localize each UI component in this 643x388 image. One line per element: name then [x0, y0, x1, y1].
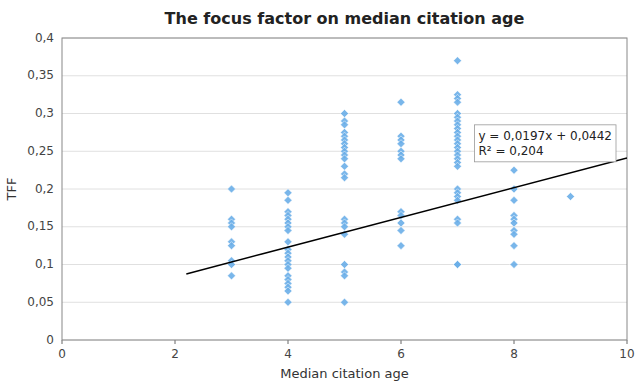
x-tick: [401, 340, 402, 344]
point: [510, 166, 518, 174]
x-tick: [514, 340, 515, 344]
point: [284, 189, 292, 197]
axes: 0 0,05 0,1 0,15 0,2 0,25 0,3 0,35 0,4 0 2 4 6 8 10: [27, 31, 634, 362]
x-tick: [288, 340, 289, 344]
point: [397, 98, 405, 106]
x-tick-label: 10: [619, 347, 634, 361]
point: [510, 242, 518, 250]
point: [341, 162, 349, 170]
point: [228, 272, 236, 280]
point: [454, 98, 462, 106]
annotation: y = 0,0197x + 0,0442R² = 0,204: [474, 125, 616, 162]
y-tick-label: 0,1: [35, 257, 54, 271]
annotation-box: [474, 125, 616, 162]
point: [341, 121, 349, 129]
y-tick-label: 0,15: [27, 219, 54, 233]
point: [284, 287, 292, 295]
point: [341, 272, 349, 280]
point: [341, 110, 349, 118]
y-tick-label: 0: [46, 333, 54, 347]
x-tick-label: 6: [397, 347, 405, 361]
y-tick-label: 0,25: [27, 144, 54, 158]
point: [510, 261, 518, 269]
chart: 0 0,05 0,1 0,15 0,2 0,25 0,3 0,35 0,4 0 2 4 6 8 10 y = …: [0, 0, 643, 388]
x-tick-label: 2: [171, 347, 179, 361]
point: [567, 193, 575, 201]
point: [454, 261, 462, 269]
point: [397, 140, 405, 148]
point: [284, 264, 292, 272]
y-tick-label: 0,4: [35, 31, 54, 45]
point: [397, 155, 405, 163]
point: [341, 261, 349, 269]
point: [510, 230, 518, 238]
point: [228, 223, 236, 231]
x-tick: [62, 340, 63, 344]
title: The focus factor on median citation age: [165, 9, 525, 28]
point: [341, 298, 349, 306]
x-tick-label: 0: [58, 347, 66, 361]
point: [510, 196, 518, 204]
point: [341, 223, 349, 231]
y-axis-label: TFF: [4, 178, 19, 202]
x-tick-label: 4: [284, 347, 292, 361]
y-tick-label: 0,3: [35, 106, 54, 120]
point: [454, 219, 462, 227]
point: [397, 227, 405, 235]
y-tick-label: 0,2: [35, 182, 54, 196]
y-tick-label: 0,05: [27, 295, 54, 309]
point: [284, 227, 292, 235]
point: [284, 238, 292, 246]
annotation-text: y = 0,0197x + 0,0442: [478, 129, 612, 143]
plot-frame: [62, 38, 627, 340]
background: [0, 0, 643, 388]
regression-line: [186, 158, 627, 274]
point: [284, 196, 292, 204]
annotation-text: R² = 0,204: [478, 144, 543, 158]
point: [228, 242, 236, 250]
point: [228, 185, 236, 193]
data: [186, 57, 627, 307]
x-tick: [175, 340, 176, 344]
grid: [62, 38, 627, 340]
grid-line: [62, 75, 627, 76]
point: [341, 155, 349, 163]
point: [397, 242, 405, 250]
point: [397, 219, 405, 227]
point: [510, 219, 518, 227]
y-tick-label: 0,35: [27, 68, 54, 82]
x-axis-label: Median citation age: [280, 366, 409, 381]
point: [454, 162, 462, 170]
point: [454, 57, 462, 65]
point: [454, 261, 462, 269]
point: [284, 298, 292, 306]
grid-line: [62, 189, 627, 190]
point: [341, 174, 349, 182]
x-tick: [627, 340, 628, 344]
x-tick-label: 8: [510, 347, 518, 361]
